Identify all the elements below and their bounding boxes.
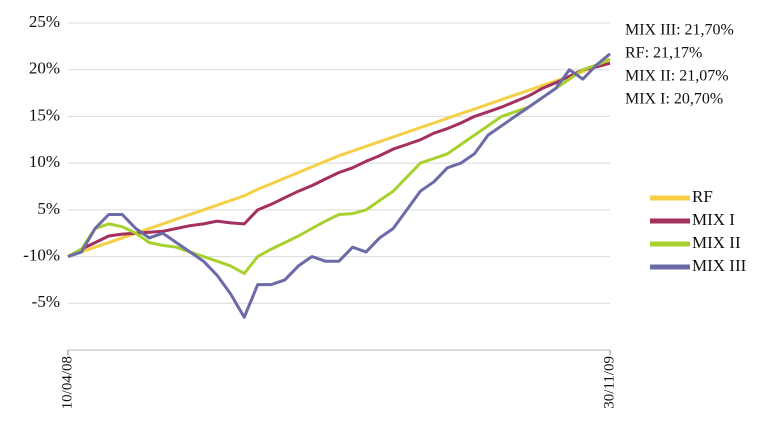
annotation: RF: 21,17% [625,45,702,62]
y-tick-label: 20% [29,59,60,78]
y-tick-label: 25% [29,12,60,31]
series-line [67,58,611,275]
y-tick-label: 10% [29,152,60,171]
series-line [67,61,611,258]
annotation: MIX II: 21,07% [625,68,729,85]
legend-label: RF [692,187,713,206]
x-tick-label: 10/04/08 [59,356,75,409]
annotation: MIX III: 21,70% [625,22,734,39]
series-line [67,57,611,259]
annotation: MIX I: 20,70% [625,91,723,108]
x-tick-label: 30/11/09 [601,356,617,409]
series-line [67,52,611,319]
legend-label: MIX II [692,233,741,252]
legend-label: MIX I [692,210,735,229]
y-tick-label: -10% [23,245,60,264]
legend-label: MIX III [692,256,747,275]
y-tick-label: 15% [29,105,60,124]
y-tick-label: -5% [32,292,60,311]
y-tick-label: 5% [37,199,60,218]
